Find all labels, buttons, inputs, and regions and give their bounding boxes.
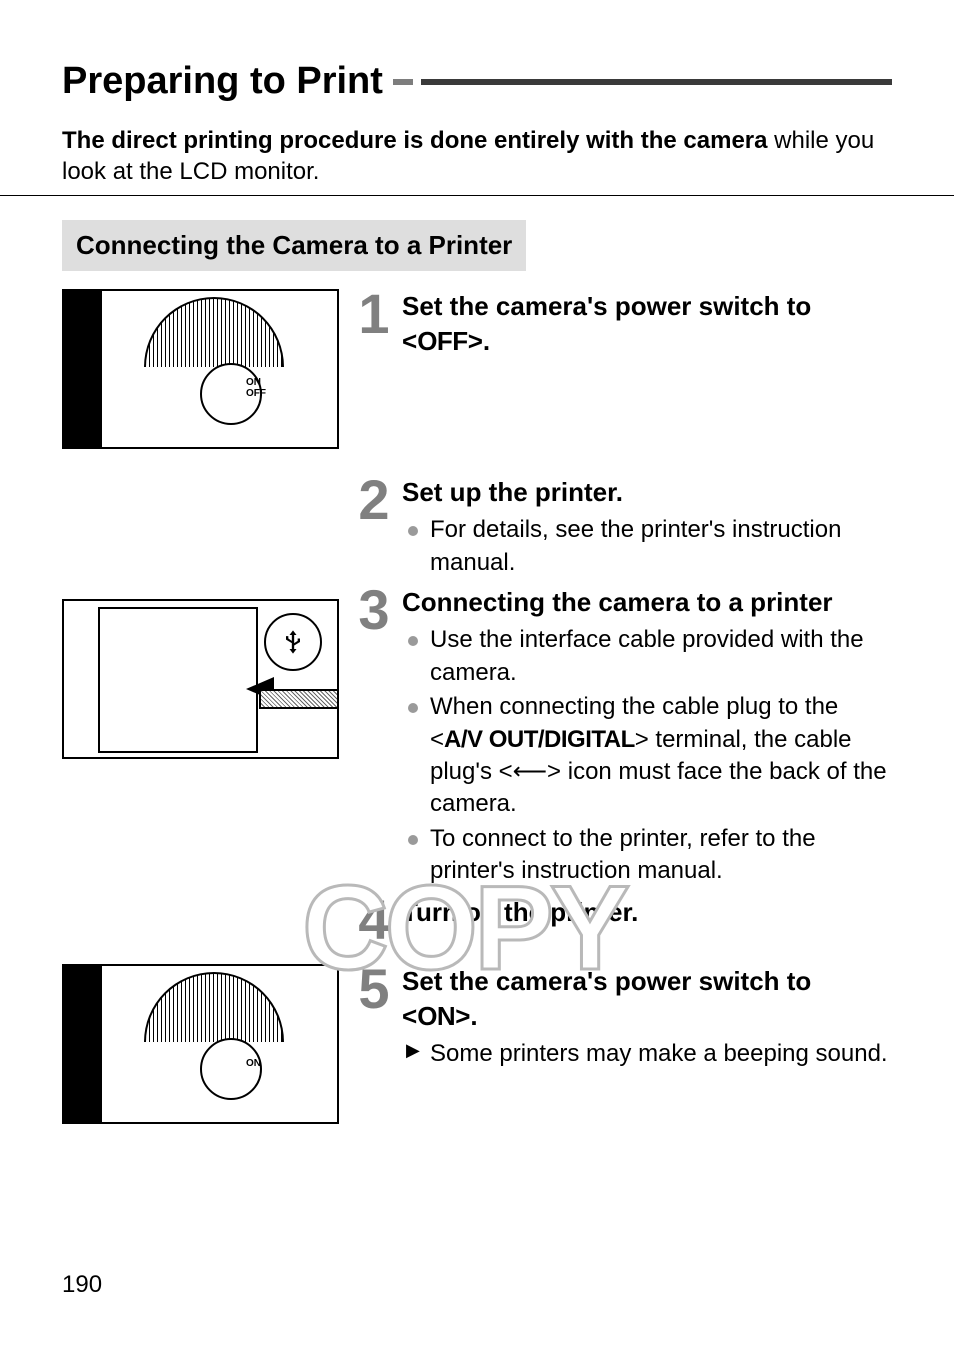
- page-number: 190: [62, 1271, 102, 1299]
- camera-cable-illustration: [62, 599, 339, 759]
- step-heading: Connecting the camera to a printer: [402, 585, 892, 620]
- intro-bold: The direct printing procedure is done en…: [62, 127, 767, 154]
- camera-switch-off-illustration: ONOFF: [62, 289, 339, 449]
- usb-icon: [279, 628, 307, 656]
- step: 4 Turn on the printer.: [62, 895, 892, 945]
- subsection-heading: Connecting the Camera to a Printer: [62, 220, 526, 271]
- title-rule-long: [421, 79, 892, 85]
- step-heading: Turn on the printer.: [402, 895, 892, 930]
- steps-container: COPY ONOFF 1 Set the camera's power swit…: [62, 289, 892, 1123]
- step-number: 5: [352, 964, 396, 1014]
- step-heading: Set the camera's power switch to <OFF>.: [402, 289, 892, 359]
- step-bullet: When connecting the cable plug to the <A…: [402, 691, 892, 821]
- step-number: 2: [352, 475, 396, 525]
- camera-switch-on-illustration: ON: [62, 964, 339, 1124]
- step-illustration: ONOFF: [62, 289, 352, 449]
- step: 2 Set up the printer. For details, see t…: [62, 475, 892, 581]
- step: ON 5 Set the camera's power switch to <O…: [62, 964, 892, 1124]
- step-bullet: Use the interface cable provided with th…: [402, 624, 892, 689]
- step-heading: Set the camera's power switch to <ON>.: [402, 964, 892, 1034]
- step-heading: Set up the printer.: [402, 475, 892, 510]
- step-number: 1: [352, 289, 396, 339]
- step-illustration: [62, 585, 352, 759]
- title-row: Preparing to Print: [62, 60, 892, 103]
- plug-icon: ⟵: [513, 758, 547, 785]
- step: 3 Connecting the camera to a printer Use…: [62, 585, 892, 889]
- step-number: 4: [352, 895, 396, 945]
- step-bullet: For details, see the printer's instructi…: [402, 514, 892, 579]
- step-illustration: ON: [62, 964, 352, 1124]
- step-number: 3: [352, 585, 396, 635]
- step: ONOFF 1 Set the camera's power switch to…: [62, 289, 892, 449]
- step-bullet: To connect to the printer, refer to the …: [402, 823, 892, 888]
- page-title: Preparing to Print: [62, 60, 383, 103]
- divider-line: [0, 195, 954, 196]
- intro-text: The direct printing procedure is done en…: [62, 125, 892, 187]
- title-rule-short: [393, 79, 413, 85]
- step-bullet: Some printers may make a beeping sound.: [402, 1038, 892, 1070]
